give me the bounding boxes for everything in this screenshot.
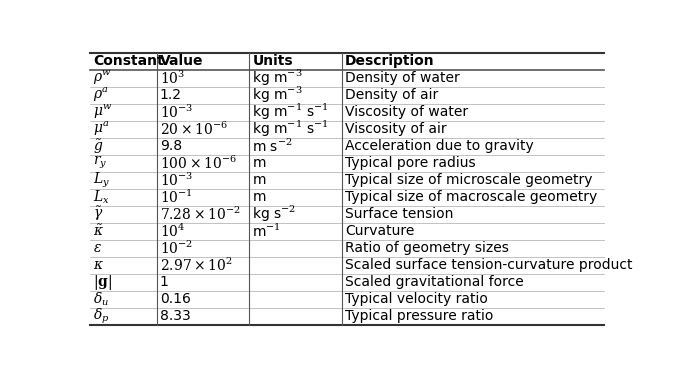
Text: $\epsilon$: $\epsilon$ <box>93 241 102 255</box>
Text: kg m$^{-3}$: kg m$^{-3}$ <box>253 68 303 88</box>
Text: Value: Value <box>160 54 203 68</box>
Text: $\delta_p$: $\delta_p$ <box>93 307 110 326</box>
Text: m: m <box>253 156 266 170</box>
Text: m$^{-1}$: m$^{-1}$ <box>253 223 281 240</box>
Text: $L_y$: $L_y$ <box>93 171 110 190</box>
Text: $\tilde{\kappa}$: $\tilde{\kappa}$ <box>93 223 104 239</box>
Text: kg m$^{-3}$: kg m$^{-3}$ <box>253 85 303 106</box>
Text: Scaled gravitational force: Scaled gravitational force <box>345 275 524 289</box>
Text: Units: Units <box>253 54 293 68</box>
Text: $10^{-3}$: $10^{-3}$ <box>160 104 194 121</box>
Text: $\tilde{g}$: $\tilde{g}$ <box>93 137 104 156</box>
Text: Description: Description <box>345 54 435 68</box>
Text: $\delta_u$: $\delta_u$ <box>93 290 109 308</box>
Text: 1.2: 1.2 <box>160 88 182 102</box>
Text: $10^{-2}$: $10^{-2}$ <box>160 240 193 257</box>
Text: $\rho^a$: $\rho^a$ <box>93 86 109 105</box>
Text: Viscosity of air: Viscosity of air <box>345 122 447 136</box>
Text: 8.33: 8.33 <box>160 309 191 323</box>
Text: Constant: Constant <box>93 54 164 68</box>
Text: Typical velocity ratio: Typical velocity ratio <box>345 292 488 306</box>
Text: Density of water: Density of water <box>345 71 460 85</box>
Text: $\mu^a$: $\mu^a$ <box>93 120 110 138</box>
Text: Density of air: Density of air <box>345 88 438 102</box>
Text: $\mu^w$: $\mu^w$ <box>93 103 113 121</box>
Text: Typical size of microscale geometry: Typical size of microscale geometry <box>345 173 592 187</box>
Text: $10^{-3}$: $10^{-3}$ <box>160 171 194 189</box>
Text: $r_y$: $r_y$ <box>93 155 107 171</box>
Text: Curvature: Curvature <box>345 224 414 238</box>
Text: 1: 1 <box>160 275 169 289</box>
Text: Typical pressure ratio: Typical pressure ratio <box>345 309 494 323</box>
Text: Scaled surface tension-curvature product: Scaled surface tension-curvature product <box>345 258 632 272</box>
Text: $|\mathbf{g}|$: $|\mathbf{g}|$ <box>93 273 112 292</box>
Text: Viscosity of water: Viscosity of water <box>345 105 468 119</box>
Text: m: m <box>253 190 266 204</box>
Text: m: m <box>253 173 266 187</box>
Text: kg m$^{-1}$ s$^{-1}$: kg m$^{-1}$ s$^{-1}$ <box>253 102 329 123</box>
Text: $100 \times 10^{-6}$: $100 \times 10^{-6}$ <box>160 155 237 172</box>
Text: 0.16: 0.16 <box>160 292 191 306</box>
Text: $\kappa$: $\kappa$ <box>93 258 104 272</box>
Text: $L_x$: $L_x$ <box>93 188 110 206</box>
Text: $10^{-1}$: $10^{-1}$ <box>160 189 193 206</box>
Text: Typical pore radius: Typical pore radius <box>345 156 476 170</box>
Text: $10^4$: $10^4$ <box>160 223 185 240</box>
Text: $20 \times 10^{-6}$: $20 \times 10^{-6}$ <box>160 121 228 138</box>
Text: 9.8: 9.8 <box>160 139 182 153</box>
Text: kg m$^{-1}$ s$^{-1}$: kg m$^{-1}$ s$^{-1}$ <box>253 119 329 139</box>
Text: Acceleration due to gravity: Acceleration due to gravity <box>345 139 533 153</box>
Text: kg s$^{-2}$: kg s$^{-2}$ <box>253 204 297 224</box>
Text: $\tilde{\gamma}$: $\tilde{\gamma}$ <box>93 205 104 223</box>
Text: Ratio of geometry sizes: Ratio of geometry sizes <box>345 241 509 255</box>
Text: $2.97 \times 10^2$: $2.97 \times 10^2$ <box>160 256 233 274</box>
Text: $\rho^w$: $\rho^w$ <box>93 69 112 88</box>
Text: m s$^{-2}$: m s$^{-2}$ <box>253 138 293 155</box>
Text: $10^3$: $10^3$ <box>160 70 185 87</box>
Text: Typical size of macroscale geometry: Typical size of macroscale geometry <box>345 190 597 204</box>
Text: Surface tension: Surface tension <box>345 207 454 221</box>
Text: $7.28 \times 10^{-2}$: $7.28 \times 10^{-2}$ <box>160 206 240 223</box>
